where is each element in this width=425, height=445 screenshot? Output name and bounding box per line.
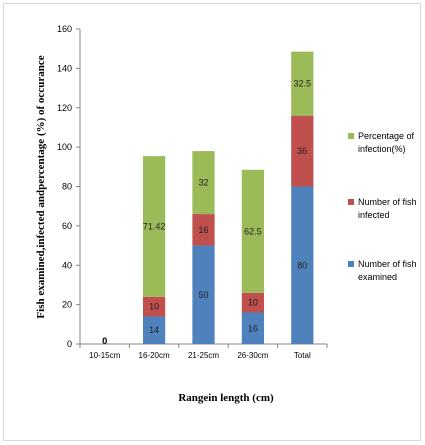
data-label: 71.42 (143, 221, 166, 231)
legend-label: Percentage of (358, 131, 415, 141)
y-tick-label: 0 (67, 339, 72, 349)
bar-segment (241, 292, 265, 313)
legend: Percentage of infection(%) Number of fish i… (348, 131, 417, 282)
data-label: 32.5 (294, 79, 312, 89)
x-tick-label: 26-30cm (237, 351, 268, 360)
x-axis: 10-15cm 16-20cm 21-25cm 26-30cm Total (79, 343, 328, 360)
y-tick-label: 160 (57, 24, 72, 34)
data-label: 32 (198, 178, 208, 188)
bar-segment (142, 296, 166, 317)
bar-segment (241, 169, 265, 293)
x-tick-label: 16-20cm (139, 351, 170, 360)
bar-segment (291, 51, 314, 116)
data-label: 36 (297, 146, 307, 156)
x-tick-label: 21-25cm (188, 351, 219, 360)
y-tick-label: 100 (57, 142, 72, 152)
legend-label: Number of fish (358, 259, 417, 269)
y-axis-title: Fish examined,infected andpercentage (%)… (35, 55, 47, 318)
bars (142, 51, 314, 344)
legend-label: infection(%) (358, 144, 406, 154)
bar-segment (142, 316, 166, 344)
y-axis: 0 20 40 60 80 100 120 140 160 (57, 24, 81, 349)
y-tick-label: 60 (62, 221, 72, 231)
x-axis-title: Rangein length (cm) (178, 392, 274, 404)
legend-label: infected (358, 210, 390, 220)
y-tick-label: 80 (62, 182, 72, 192)
bar-segment (291, 186, 314, 344)
data-label: 50 (198, 290, 208, 300)
legend-label: Number of fish (358, 197, 417, 207)
data-label: 0 (102, 336, 107, 346)
bar-segment (192, 214, 215, 246)
bar-segment (291, 115, 314, 187)
y-tick-label: 140 (57, 63, 72, 73)
data-label: 16 (198, 225, 208, 235)
data-label: 0 (102, 336, 107, 346)
data-label: 80 (297, 260, 307, 270)
bar-segment (142, 156, 166, 297)
bar-segment (192, 151, 215, 215)
data-label: 16 (248, 323, 258, 333)
y-tick-label: 120 (57, 103, 72, 113)
data-label: 14 (149, 325, 159, 335)
y-tick-label: 40 (62, 260, 72, 270)
data-label: 0 (102, 336, 107, 346)
data-label: 10 (149, 302, 159, 312)
y-tick-label: 20 (62, 300, 72, 310)
legend-swatch (348, 133, 354, 139)
legend-swatch (348, 261, 354, 267)
legend-swatch (348, 199, 354, 205)
x-tick-label: Total (294, 351, 311, 360)
data-label: 10 (248, 298, 258, 308)
data-label: 62.5 (244, 226, 262, 236)
bar-segment (192, 245, 215, 344)
x-tick-label: 10-15cm (89, 351, 120, 360)
bar-segment (241, 312, 265, 344)
legend-label: examined (358, 272, 397, 282)
